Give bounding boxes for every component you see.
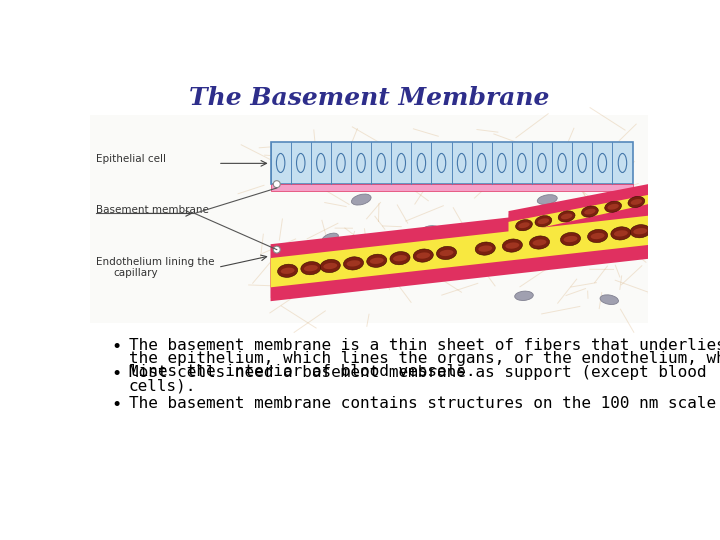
- Ellipse shape: [478, 246, 492, 252]
- Text: Basement membrane: Basement membrane: [96, 205, 209, 214]
- Ellipse shape: [343, 257, 364, 270]
- Text: Endothelium lining the: Endothelium lining the: [96, 257, 215, 267]
- Ellipse shape: [516, 220, 532, 231]
- Ellipse shape: [600, 295, 618, 305]
- Ellipse shape: [515, 291, 534, 300]
- Ellipse shape: [614, 230, 628, 237]
- Ellipse shape: [390, 252, 410, 265]
- Ellipse shape: [561, 213, 572, 219]
- Polygon shape: [271, 202, 648, 287]
- Ellipse shape: [535, 215, 552, 227]
- Ellipse shape: [590, 233, 605, 239]
- Text: cells).: cells).: [129, 378, 196, 393]
- Ellipse shape: [582, 206, 598, 217]
- Ellipse shape: [630, 225, 650, 238]
- Polygon shape: [271, 215, 648, 301]
- Ellipse shape: [440, 250, 454, 256]
- Ellipse shape: [533, 239, 546, 246]
- Ellipse shape: [322, 233, 338, 243]
- Ellipse shape: [588, 230, 608, 242]
- Polygon shape: [271, 205, 648, 298]
- Ellipse shape: [634, 228, 647, 234]
- Ellipse shape: [422, 226, 440, 235]
- Ellipse shape: [436, 246, 456, 260]
- Ellipse shape: [560, 232, 580, 246]
- Ellipse shape: [451, 179, 474, 190]
- Ellipse shape: [558, 211, 575, 222]
- Text: lines the interior of blood vessels.: lines the interior of blood vessels.: [129, 364, 475, 379]
- Text: the epithelium, which lines the organs, or the endothelium, which: the epithelium, which lines the organs, …: [129, 351, 720, 366]
- Ellipse shape: [503, 239, 523, 252]
- Ellipse shape: [628, 197, 645, 207]
- Ellipse shape: [538, 218, 549, 224]
- Ellipse shape: [537, 195, 557, 205]
- Text: •: •: [112, 396, 122, 414]
- Ellipse shape: [346, 260, 361, 267]
- Ellipse shape: [370, 258, 384, 264]
- Ellipse shape: [320, 259, 341, 273]
- Text: The Basement Membrane: The Basement Membrane: [189, 86, 549, 110]
- Ellipse shape: [278, 264, 297, 278]
- Polygon shape: [508, 195, 648, 246]
- Ellipse shape: [608, 204, 618, 210]
- Ellipse shape: [518, 222, 530, 228]
- Text: •: •: [112, 338, 122, 356]
- Ellipse shape: [564, 236, 577, 242]
- Text: The basement membrane is a thin sheet of fibers that underlies: The basement membrane is a thin sheet of…: [129, 338, 720, 353]
- Text: •: •: [112, 365, 122, 383]
- Ellipse shape: [585, 203, 602, 212]
- Ellipse shape: [274, 181, 280, 187]
- Ellipse shape: [301, 261, 321, 275]
- Bar: [271, 184, 632, 191]
- Polygon shape: [508, 187, 648, 242]
- Polygon shape: [508, 184, 648, 235]
- Ellipse shape: [281, 268, 294, 274]
- Ellipse shape: [274, 246, 280, 253]
- Ellipse shape: [611, 227, 631, 240]
- Polygon shape: [508, 195, 648, 235]
- Ellipse shape: [584, 208, 595, 214]
- Ellipse shape: [413, 249, 433, 262]
- Ellipse shape: [475, 242, 495, 255]
- Ellipse shape: [605, 201, 621, 212]
- Ellipse shape: [393, 255, 407, 261]
- Bar: [90, 115, 648, 323]
- Text: The basement membrane contains structures on the 100 nm scale.: The basement membrane contains structure…: [129, 396, 720, 411]
- Ellipse shape: [351, 194, 371, 205]
- Ellipse shape: [416, 252, 430, 259]
- Text: Epithelial cell: Epithelial cell: [96, 154, 166, 164]
- Text: Most cells need a basement membrane as support (except blood: Most cells need a basement membrane as s…: [129, 365, 706, 380]
- Polygon shape: [271, 215, 648, 287]
- Ellipse shape: [304, 265, 318, 271]
- Ellipse shape: [366, 254, 387, 267]
- Ellipse shape: [505, 242, 519, 249]
- Ellipse shape: [631, 199, 642, 205]
- Ellipse shape: [323, 263, 337, 269]
- Bar: [271, 142, 632, 184]
- Ellipse shape: [529, 236, 549, 249]
- Text: capillary: capillary: [113, 268, 158, 278]
